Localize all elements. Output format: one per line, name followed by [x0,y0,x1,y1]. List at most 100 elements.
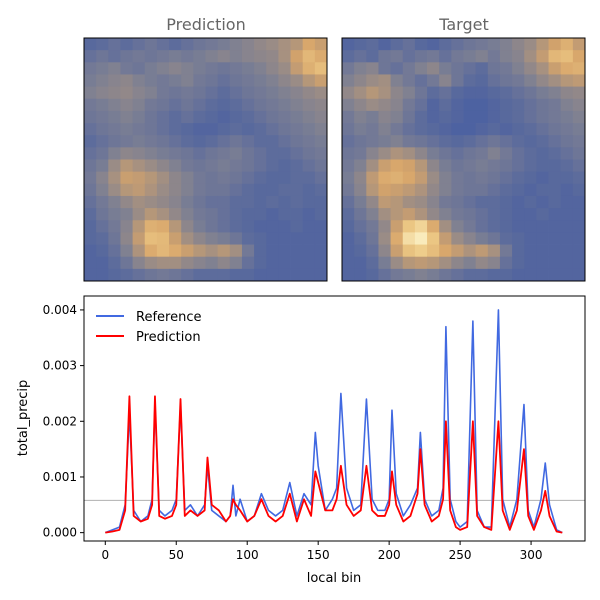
heatmap-cell [144,208,158,221]
heatmap-cell [378,208,391,221]
heatmap-cell [144,244,158,258]
heatmap-cell [96,50,109,63]
heatmap-cell [217,135,231,148]
heatmap-cell [499,38,513,51]
heatmap-cell [487,171,501,185]
heatmap-cell [390,220,404,233]
heatmap-cell [120,123,133,136]
heatmap-cell [302,74,316,87]
heatmap-cell [120,208,133,221]
heatmap-cell [290,123,304,136]
heatmap-cell [366,171,379,185]
target-heatmap [342,38,586,282]
heatmap-cell [205,62,219,75]
heatmap-cell [229,74,243,87]
heatmap-cell [366,86,379,100]
legend-label-reference: Reference [136,310,201,325]
prediction-panel-title: Prediction [166,15,245,34]
heatmap-cell [487,183,501,197]
heatmap-cell [229,110,243,124]
heatmap-cell [278,171,291,185]
heatmap-cell [108,208,121,221]
heatmap-cell [560,135,574,148]
heatmap-cell [463,74,477,87]
heatmap-cell [524,110,537,124]
heatmap-cell [241,98,255,112]
heatmap-cell [314,244,328,258]
heatmap-cell [290,195,304,209]
heatmap-cell [120,62,133,75]
heatmap-cell [342,86,355,100]
heatmap-cell [342,220,355,233]
heatmap-cell [572,268,586,282]
heatmap-cell [108,147,121,160]
y-tick-label: 0.003 [43,359,77,373]
heatmap-cell [205,74,219,87]
heatmap-cell [463,232,477,245]
heatmap-cell [342,208,355,221]
heatmap-cell [499,256,513,270]
heatmap-cell [499,98,513,112]
heatmap-cell [475,183,489,197]
heatmap-cell [156,38,170,51]
heatmap-cell [314,123,328,136]
heatmap-cell [156,183,170,197]
heatmap-cell [144,256,158,270]
heatmap-cell [427,195,440,209]
heatmap-cell [354,50,367,63]
heatmap-cell [572,98,586,112]
heatmap-cell [390,256,404,270]
heatmap-cell [439,147,452,160]
heatmap-cell [181,268,194,282]
heatmap-cell [314,171,328,185]
heatmap-cell [241,232,255,245]
heatmap-cell [169,183,182,197]
heatmap-cell [499,183,513,197]
heatmap-cell [217,220,231,233]
heatmap-cell [120,256,133,270]
heatmap-cell [217,171,231,185]
heatmap-cell [572,183,586,197]
heatmap-cell [314,98,328,112]
heatmap-cell [378,256,391,270]
heatmap-cell [572,62,586,75]
heatmap-cell [439,135,452,148]
heatmap-cell [414,62,428,75]
heatmap-cell [536,50,549,63]
heatmap-cell [402,195,416,209]
heatmap-cell [390,38,404,51]
heatmap-cell [254,256,267,270]
heatmap-cell [487,195,501,209]
heatmap-cell [354,159,367,173]
heatmap-cell [266,110,279,124]
heatmap-cell [278,50,291,63]
heatmap-cell [463,110,477,124]
heatmap-cell [108,123,121,136]
heatmap-cell [463,256,477,270]
heatmap-cell [402,135,416,148]
heatmap-cell [278,268,291,282]
heatmap-cell [451,147,464,160]
heatmap-cell [512,268,525,282]
heatmap-cell [181,220,194,233]
heatmap-cell [266,74,279,87]
heatmap-cell [499,208,513,221]
heatmap-cell [402,256,416,270]
heatmap-cell [144,62,158,75]
heatmap-cell [144,50,158,63]
heatmap-cell [548,183,562,197]
heatmap-cell [536,244,549,258]
heatmap-cell [84,62,97,75]
heatmap-cell [560,256,574,270]
heatmap-cell [290,232,304,245]
line-plot: 0 50 100 150 200 250 300 0.0000.0010.0020.0030… [16,295,586,586]
heatmap-cell [439,98,452,112]
heatmap-cell [475,110,489,124]
heatmap-cell [132,123,146,136]
heatmap-cell [342,195,355,209]
heatmap-cell [560,171,574,185]
heatmap-cell [342,62,355,75]
heatmap-cell [132,98,146,112]
heatmap-cell [414,50,428,63]
plot-frame [83,295,586,542]
